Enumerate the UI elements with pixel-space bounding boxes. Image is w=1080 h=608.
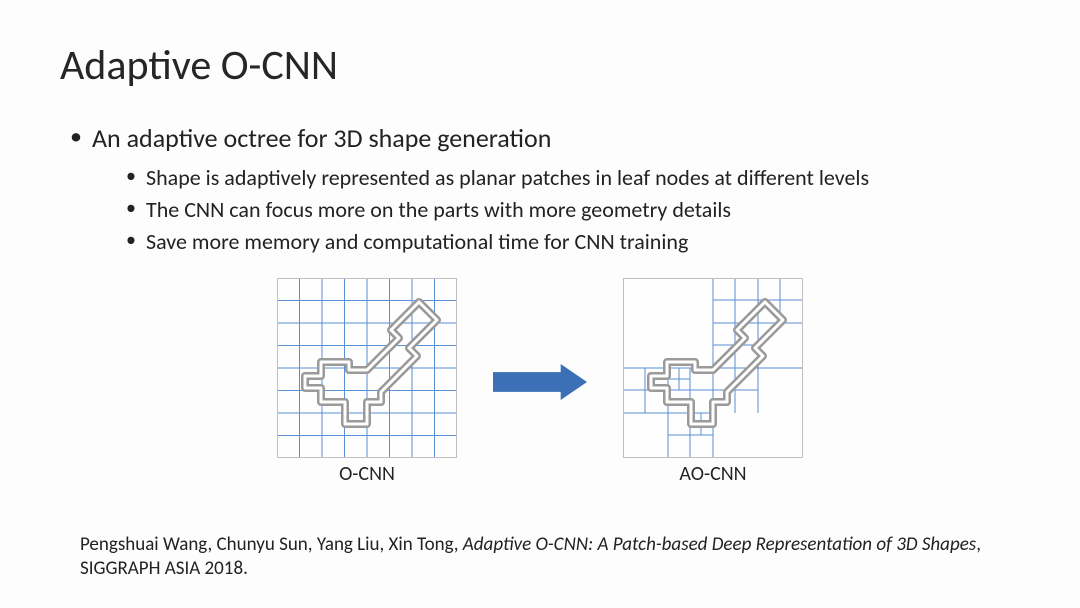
citation-title: Adaptive O-CNN: A Patch-based Deep Repre… <box>463 533 976 556</box>
figure-right: AO-CNN <box>623 278 803 486</box>
aocnn-diagram <box>623 278 803 458</box>
figure-left: O-CNN <box>277 278 457 486</box>
bullet-list: An adaptive octree for 3D shape generati… <box>70 121 1020 258</box>
page-title: Adaptive O-CNN <box>60 40 1020 91</box>
slide: Adaptive O-CNN An adaptive octree for 3D… <box>0 0 1080 608</box>
sub-bullet: Shape is adaptively represented as plana… <box>126 162 1020 194</box>
figure-left-caption: O-CNN <box>339 462 395 486</box>
arrow-icon <box>493 364 587 400</box>
sub-bullet-list: Shape is adaptively represented as plana… <box>126 162 1020 258</box>
sub-bullet: Save more memory and computational time … <box>126 226 1020 258</box>
figure-right-caption: AO-CNN <box>679 462 746 486</box>
citation: Pengshuai Wang, Chunyu Sun, Yang Liu, Xi… <box>80 533 1020 582</box>
sub-bullet: The CNN can focus more on the parts with… <box>126 194 1020 226</box>
bullet-main-text: An adaptive octree for 3D shape generati… <box>92 122 551 154</box>
ocnn-diagram <box>277 278 457 458</box>
bullet-main: An adaptive octree for 3D shape generati… <box>70 121 1020 258</box>
citation-authors: Pengshuai Wang, Chunyu Sun, Yang Liu, Xi… <box>80 533 463 556</box>
figure-row: O-CNN AO-CNN <box>60 278 1020 486</box>
